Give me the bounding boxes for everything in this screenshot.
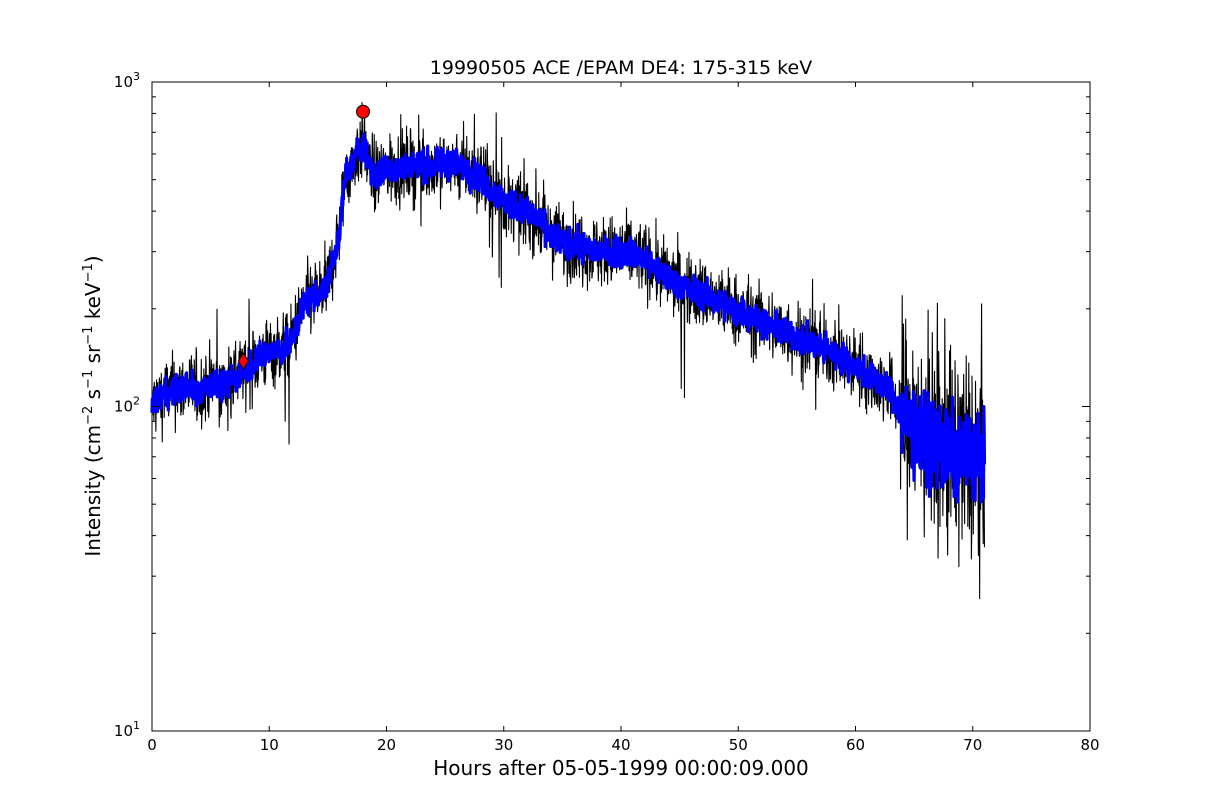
x-tick-label: 60	[846, 736, 865, 754]
series-layer	[150, 101, 987, 600]
y-tick-label: 101	[114, 719, 140, 740]
y-tick-label: 102	[114, 395, 140, 416]
y-label-sup4: −1	[81, 263, 96, 282]
y-label-sup1: −2	[81, 406, 96, 425]
y-label-sup3: −1	[81, 326, 96, 345]
series-line-smoothed	[150, 132, 987, 504]
x-axis-label: Hours after 05-05-1999 00:00:09.000	[433, 756, 809, 780]
chart-title: 19990505 ACE /EPAM DE4: 175-315 keV	[430, 57, 812, 79]
y-label-part3: sr	[81, 344, 105, 370]
y-tick-label: 103	[114, 70, 140, 91]
y-label-part4: keV	[81, 282, 105, 326]
y-axis-ticks: 101 102 103	[114, 70, 1090, 740]
y-label-prefix: Intensity (cm	[81, 425, 105, 557]
x-axis-ticks: 0 10 20 30 40 50 60 70 80	[147, 82, 1100, 754]
y-label-part2: s	[81, 389, 105, 406]
y-label-sup2: −1	[81, 370, 96, 389]
x-tick-label: 50	[729, 736, 748, 754]
x-tick-label: 10	[260, 736, 279, 754]
marker-layer	[237, 104, 371, 371]
x-tick-label: 40	[611, 736, 630, 754]
x-tick-label: 0	[147, 736, 157, 754]
y-label-suffix: )	[81, 255, 105, 263]
x-tick-label: 80	[1080, 736, 1099, 754]
marker-circle	[356, 104, 371, 119]
marker-diamond	[237, 352, 250, 371]
x-tick-label: 20	[377, 736, 396, 754]
x-tick-label: 30	[494, 736, 513, 754]
y-axis-label: Intensity (cm−2 s−1 sr−1 keV−1)	[81, 255, 105, 556]
x-tick-label: 70	[963, 736, 982, 754]
